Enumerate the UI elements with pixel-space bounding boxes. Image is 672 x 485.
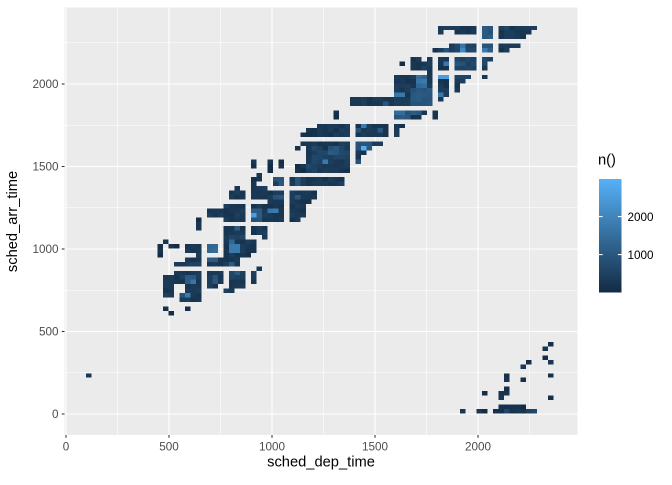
svg-text:sched_arr_time: sched_arr_time	[5, 171, 21, 272]
svg-text:2000: 2000	[465, 440, 492, 453]
svg-text:1500: 1500	[362, 440, 389, 453]
svg-text:0: 0	[52, 408, 59, 421]
svg-text:n(): n()	[598, 153, 616, 169]
svg-text:0: 0	[63, 440, 70, 453]
svg-text:1500: 1500	[32, 161, 59, 174]
svg-text:2000: 2000	[32, 78, 59, 91]
svg-text:500: 500	[39, 326, 59, 339]
svg-text:1000: 1000	[628, 249, 655, 262]
svg-text:500: 500	[159, 440, 179, 453]
svg-text:1000: 1000	[259, 440, 286, 453]
svg-text:1000: 1000	[32, 243, 59, 256]
svg-text:sched_dep_time: sched_dep_time	[267, 455, 375, 471]
svg-text:2000: 2000	[628, 211, 655, 224]
